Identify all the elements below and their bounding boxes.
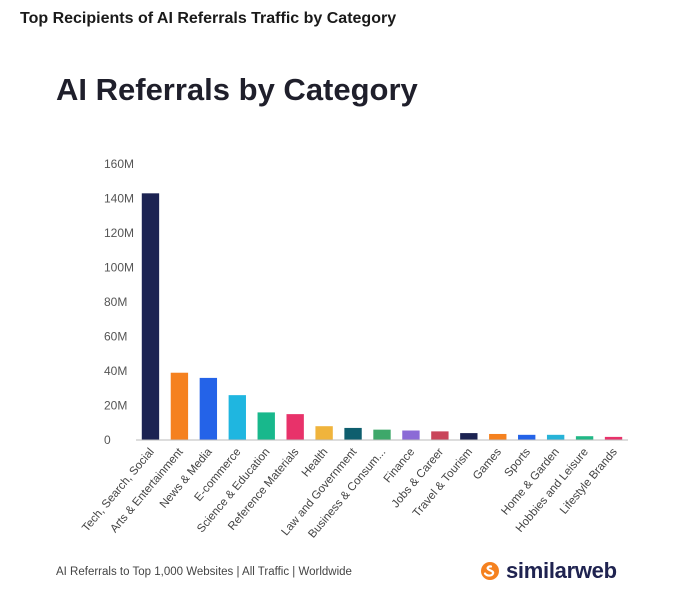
y-tick-label: 160M	[104, 157, 134, 171]
page-heading: Top Recipients of AI Referrals Traffic b…	[20, 10, 397, 27]
bar	[431, 431, 449, 440]
bar	[286, 414, 304, 440]
bar	[228, 395, 246, 440]
y-tick-label: 120M	[104, 226, 134, 240]
bar	[373, 429, 391, 440]
y-axis: 0 20M 40M 60M 80M 100M 120M 140M 160M	[104, 157, 134, 447]
y-tick-label: 60M	[104, 330, 127, 344]
chart-title: AI Referrals by Category	[56, 72, 418, 107]
bar-chart: 0 20M 40M 60M 80M 100M 120M 140M 160M Tech, Sear…	[80, 157, 628, 541]
bar	[604, 436, 623, 440]
bar	[489, 433, 507, 440]
y-tick-label: 100M	[104, 261, 134, 275]
bar	[315, 426, 333, 440]
y-tick-label: 140M	[104, 192, 134, 206]
chart-card: AI Referrals by Category 0 20M 40M 60M 80M 10…	[14, 44, 666, 596]
y-tick-label: 20M	[104, 399, 127, 413]
bar	[344, 427, 362, 440]
bar	[518, 434, 536, 440]
x-tick-label: Jobs & Career	[390, 446, 447, 510]
bar	[170, 372, 189, 440]
y-tick-label: 80M	[104, 295, 127, 309]
bar	[402, 430, 420, 440]
bar	[546, 434, 565, 440]
x-tick-label: Games	[471, 446, 504, 482]
bar	[460, 433, 478, 440]
bar	[257, 412, 275, 440]
y-tick-label: 40M	[104, 364, 127, 378]
bar	[141, 193, 160, 440]
similarweb-logo: similarweb	[480, 558, 617, 584]
bars	[141, 193, 623, 440]
bar	[575, 436, 594, 440]
similarweb-logo-icon	[481, 562, 499, 580]
bar	[199, 377, 218, 440]
brand-name: similarweb	[506, 558, 617, 583]
y-tick-label: 0	[104, 433, 111, 447]
chart-footnote: AI Referrals to Top 1,000 Websites | All…	[56, 566, 352, 578]
